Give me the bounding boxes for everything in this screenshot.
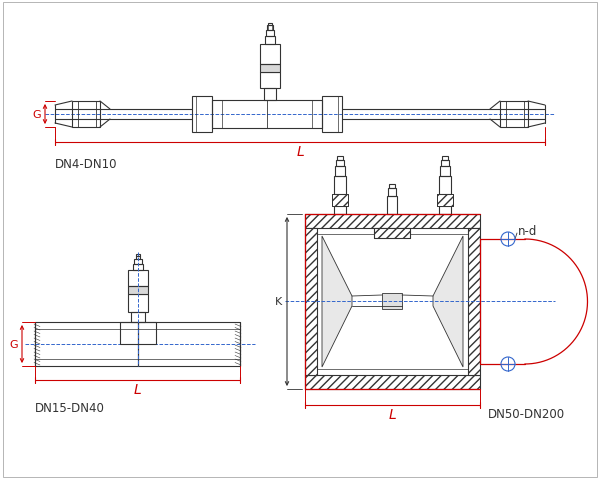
Bar [468,228,480,375]
Bar [337,156,343,161]
Bar [305,375,480,389]
Bar [305,228,317,375]
Bar [441,161,449,167]
Bar [260,45,280,65]
Bar [266,31,274,37]
Bar [335,167,345,177]
Bar [437,194,453,206]
Text: L: L [134,382,142,396]
Text: DN4-DN10: DN4-DN10 [55,158,118,171]
Bar [332,194,348,206]
Text: G: G [10,339,19,349]
Bar [260,65,280,73]
Text: L: L [389,407,397,421]
Bar [332,194,348,206]
Bar [136,254,140,256]
Bar [440,167,450,177]
Bar [131,312,145,323]
Bar [389,185,395,189]
Bar [305,215,480,228]
Bar [439,206,451,215]
Text: L: L [296,144,304,159]
Bar [128,287,148,294]
Bar [267,26,273,31]
Bar [138,323,240,366]
Bar [128,270,148,287]
Bar [133,264,143,270]
Bar [387,197,397,215]
Text: DN15-DN40: DN15-DN40 [35,402,105,415]
Bar [439,177,451,194]
Bar [374,228,410,239]
Bar [437,194,453,206]
Bar [305,375,480,389]
Bar [264,89,276,101]
Bar [374,228,410,239]
Text: DN50-DN200: DN50-DN200 [488,408,565,420]
Bar [334,206,346,215]
Bar [305,228,317,375]
Bar [136,256,140,260]
Bar [72,102,100,128]
Polygon shape [433,237,463,367]
Text: G: G [32,110,41,120]
Bar [268,24,272,26]
Bar [442,156,448,161]
Bar [192,97,212,133]
Bar [120,323,156,344]
Bar [35,323,138,366]
Text: K: K [274,296,281,306]
Bar [265,37,275,45]
Bar [128,294,148,312]
Text: n-d: n-d [518,225,538,238]
Bar [322,97,342,133]
Bar [134,260,142,264]
Bar [305,215,480,228]
Bar [212,101,322,129]
Bar [500,102,528,128]
Polygon shape [322,237,352,367]
Bar [468,228,480,375]
Bar [388,189,396,197]
Bar [382,293,402,309]
Bar [260,73,280,89]
Bar [334,177,346,194]
Bar [336,161,344,167]
